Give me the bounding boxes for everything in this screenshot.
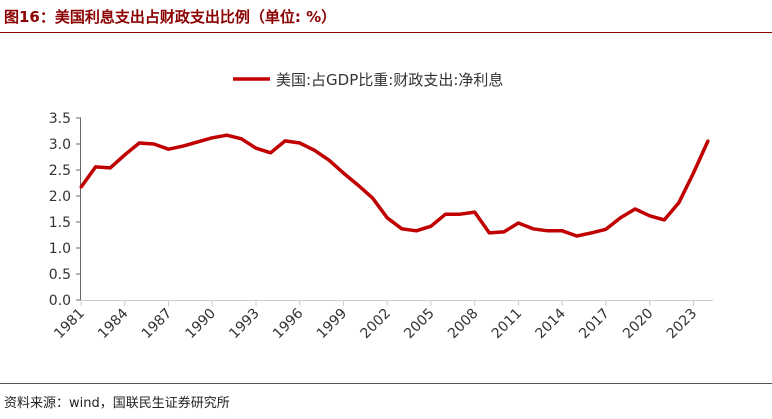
data-point	[662, 218, 666, 222]
data-point	[137, 141, 141, 145]
data-point	[400, 227, 404, 231]
y-tick-label: 3.5	[49, 111, 71, 127]
data-point	[691, 171, 695, 175]
data-point	[239, 137, 243, 141]
data-point	[327, 158, 331, 162]
x-tick-label: 2005	[401, 306, 438, 343]
data-point	[210, 136, 214, 140]
source-note: 资料来源：wind，国联民生证券研究所	[4, 396, 230, 411]
y-tick-label: 2.5	[49, 163, 71, 179]
data-point	[181, 144, 185, 148]
data-point	[152, 142, 156, 146]
data-point	[312, 148, 316, 152]
x-tick-label: 2014	[532, 305, 569, 342]
data-point	[677, 201, 681, 205]
x-tick-label: 1987	[139, 306, 176, 343]
data-point	[604, 227, 608, 231]
legend-label: 美国:占GDP比重:财政支出:净利息	[276, 71, 503, 89]
data-point	[79, 185, 83, 189]
data-point	[502, 230, 506, 234]
data-point	[356, 183, 360, 187]
data-point	[706, 139, 710, 143]
data-point	[225, 133, 229, 137]
data-point	[429, 224, 433, 228]
data-point	[196, 140, 200, 144]
x-tick-label: 1993	[226, 306, 263, 343]
figure-title: 图16：美国利息支出占财政支出比例（单位: %）	[4, 8, 337, 26]
x-tick-label: 1990	[183, 306, 220, 343]
data-point	[371, 196, 375, 200]
y-tick-label: 3.0	[49, 137, 71, 153]
data-point	[531, 227, 535, 231]
source-divider	[0, 383, 772, 384]
data-point	[414, 229, 418, 233]
series-line	[79, 133, 710, 238]
title-divider	[0, 32, 772, 33]
x-tick-label: 2017	[576, 306, 613, 343]
y-tick-label: 0.5	[49, 267, 71, 283]
data-point	[619, 216, 623, 220]
data-point	[648, 214, 652, 218]
x-tick-label: 2011	[489, 306, 526, 343]
data-point	[341, 171, 345, 175]
data-point	[473, 210, 477, 214]
data-point	[575, 234, 579, 238]
x-tick-label: 1996	[270, 305, 307, 342]
data-point	[546, 229, 550, 233]
data-point	[385, 216, 389, 220]
data-point	[589, 231, 593, 235]
x-tick-label: 1984	[95, 305, 132, 342]
data-point	[560, 229, 564, 233]
data-point	[94, 165, 98, 169]
data-point	[298, 141, 302, 145]
x-tick-label: 1981	[51, 306, 88, 343]
y-tick-label: 1.0	[49, 241, 71, 257]
data-point	[108, 166, 112, 170]
x-tick-label: 2008	[445, 306, 482, 343]
data-point	[458, 212, 462, 216]
data-point	[269, 151, 273, 155]
data-point	[166, 147, 170, 151]
data-point	[283, 139, 287, 143]
y-tick-label: 1.5	[49, 215, 71, 231]
x-tick-label: 2023	[664, 306, 701, 343]
data-point	[444, 212, 448, 216]
y-tick-label: 2.0	[49, 189, 71, 205]
data-point	[516, 221, 520, 225]
y-tick-label: 0.0	[49, 293, 71, 309]
data-point	[254, 146, 258, 150]
data-point	[487, 231, 491, 235]
x-tick-label: 2002	[358, 306, 395, 343]
data-point	[633, 207, 637, 211]
data-point	[123, 153, 127, 157]
x-tick-label: 1999	[314, 306, 351, 343]
x-tick-label: 2020	[620, 306, 657, 343]
